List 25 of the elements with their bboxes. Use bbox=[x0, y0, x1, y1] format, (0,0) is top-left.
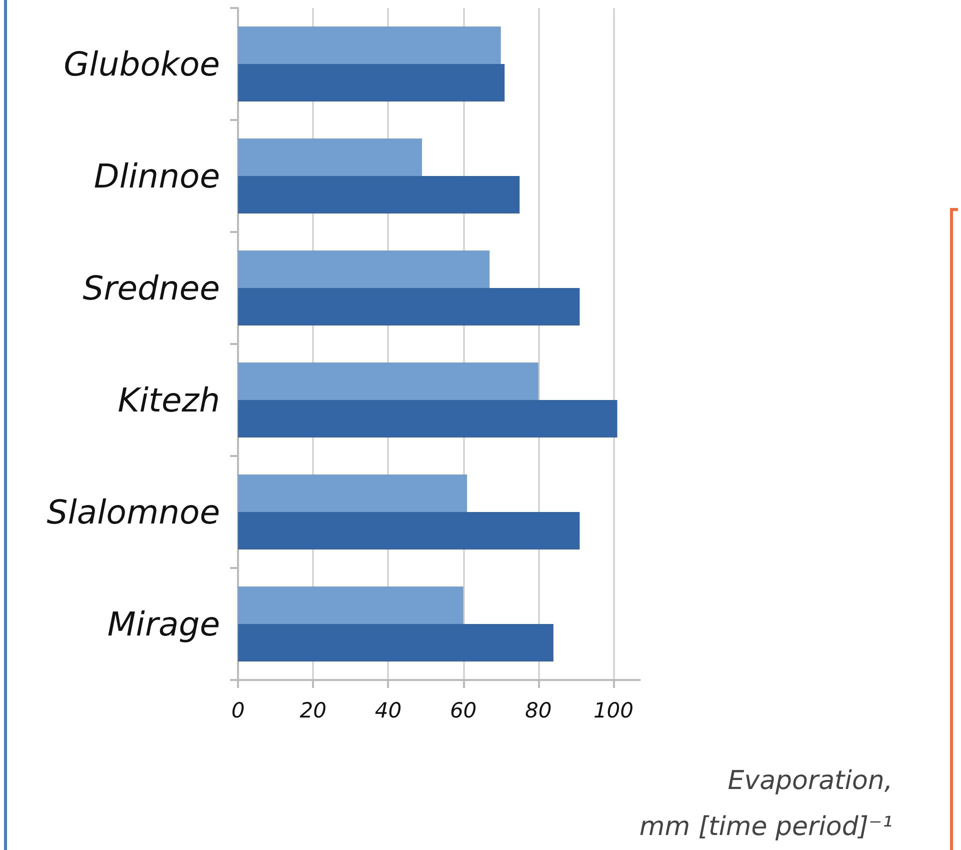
x-axis-title: Evaporation, mm [time period]⁻¹ bbox=[639, 766, 893, 842]
y-tick-label: Mirage bbox=[107, 604, 220, 644]
y-tick-label: Kitezh bbox=[118, 380, 220, 420]
bar bbox=[238, 288, 580, 326]
bar bbox=[238, 624, 554, 662]
bar bbox=[238, 176, 520, 214]
bar bbox=[238, 64, 505, 102]
x-tick-label: 0 bbox=[231, 698, 245, 722]
y-tick-label: Srednee bbox=[82, 268, 220, 308]
x-tick-label: 60 bbox=[450, 698, 477, 722]
x-tick-label: 80 bbox=[525, 698, 552, 722]
bar bbox=[238, 250, 490, 288]
bar bbox=[238, 512, 580, 550]
bar bbox=[238, 586, 464, 624]
x-tick-label: 100 bbox=[593, 698, 634, 722]
bar bbox=[238, 474, 468, 512]
x-tick-label: 20 bbox=[300, 698, 326, 722]
bar bbox=[238, 138, 422, 176]
y-tick-label: Dlinnoe bbox=[94, 156, 220, 196]
y-tick-label: Slalomnoe bbox=[46, 492, 220, 532]
bar bbox=[238, 400, 618, 438]
bar bbox=[238, 26, 501, 64]
y-tick-label: Glubokoe bbox=[64, 44, 220, 84]
bar bbox=[238, 362, 538, 400]
x-tick-label: 40 bbox=[374, 698, 402, 722]
